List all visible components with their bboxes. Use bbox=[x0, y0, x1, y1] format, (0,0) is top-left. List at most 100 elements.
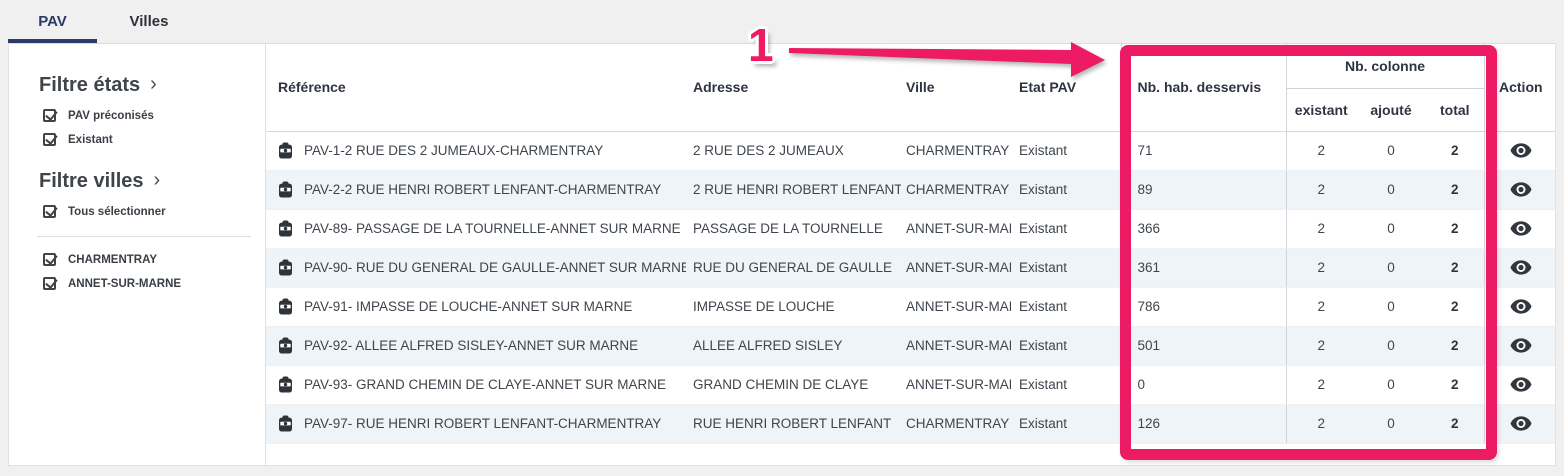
eye-icon[interactable] bbox=[1510, 221, 1532, 237]
nb-hab-desservis-cell: 0 bbox=[1120, 365, 1286, 405]
header-existant: existant bbox=[1285, 88, 1356, 131]
waste-container-icon bbox=[278, 415, 293, 432]
tab-pav[interactable]: PAV bbox=[38, 13, 67, 30]
nb-hab-desservis-cell: 89 bbox=[1120, 170, 1286, 210]
checkbox-pav-preconises[interactable]: PAV préconisés bbox=[43, 109, 251, 122]
nb-hab-desservis-cell: 786 bbox=[1120, 287, 1286, 327]
ville-cell: ANNET-SUR-MARNE bbox=[901, 287, 1011, 327]
eye-icon[interactable] bbox=[1510, 416, 1532, 432]
checkbox-checked-icon bbox=[43, 109, 56, 122]
colonne-total-cell: 2 bbox=[1426, 170, 1485, 210]
colonne-ajoute-cell: 0 bbox=[1356, 248, 1426, 288]
reference-cell: PAV-93- GRAND CHEMIN DE CLAYE-ANNET SUR … bbox=[304, 377, 667, 392]
tab-villes[interactable]: Villes bbox=[129, 13, 169, 30]
etat-pav-cell: Existant bbox=[1011, 248, 1121, 288]
table-row[interactable]: PAV-2-2 RUE HENRI ROBERT LENFANT-CHARMEN… bbox=[266, 170, 1555, 210]
colonne-existant-cell: 2 bbox=[1285, 287, 1356, 327]
colonne-existant-cell: 2 bbox=[1285, 248, 1356, 288]
reference-cell: PAV-92- ALLEE ALFRED SISLEY-ANNET SUR MA… bbox=[304, 338, 639, 353]
filter-villes-title-text: Filtre villes bbox=[39, 170, 144, 192]
table-row[interactable]: PAV-91- IMPASSE DE LOUCHE-ANNET SUR MARN… bbox=[266, 287, 1555, 327]
colonne-existant-cell: 2 bbox=[1285, 209, 1356, 249]
colonne-existant-cell: 2 bbox=[1285, 170, 1356, 210]
checkbox-label: Tous sélectionner bbox=[68, 205, 166, 218]
checkbox-checked-icon bbox=[43, 205, 56, 218]
filter-etats-title-text: Filtre états bbox=[39, 74, 141, 96]
adresse-cell: 2 RUE HENRI ROBERT LENFANT bbox=[686, 170, 901, 210]
checkbox-label: ANNET-SUR-MARNE bbox=[68, 277, 182, 290]
waste-container-icon bbox=[278, 220, 293, 237]
filter-etats-title[interactable]: Filtre états › bbox=[39, 73, 251, 97]
checkbox-label: CHARMENTRAY bbox=[68, 253, 158, 266]
etat-pav-cell: Existant bbox=[1011, 365, 1121, 405]
eye-icon[interactable] bbox=[1510, 260, 1532, 276]
ville-cell: ANNET-SUR-MARNE bbox=[901, 365, 1011, 405]
adresse-cell: GRAND CHEMIN DE CLAYE bbox=[686, 365, 901, 405]
etat-pav-cell: Existant bbox=[1011, 326, 1121, 366]
reference-cell: PAV-91- IMPASSE DE LOUCHE-ANNET SUR MARN… bbox=[304, 299, 633, 314]
checkbox-label: Existant bbox=[68, 133, 113, 146]
nb-hab-desservis-cell: 361 bbox=[1120, 248, 1286, 288]
nb-hab-desservis-cell: 366 bbox=[1120, 209, 1286, 249]
waste-container-icon bbox=[278, 376, 293, 393]
filter-villes-title[interactable]: Filtre villes › bbox=[39, 169, 251, 193]
table-row[interactable]: PAV-90- RUE DU GENERAL DE GAULLE-ANNET S… bbox=[266, 248, 1555, 288]
etat-pav-cell: Existant bbox=[1011, 170, 1121, 210]
checkbox-checked-icon bbox=[43, 133, 56, 146]
colonne-ajoute-cell: 0 bbox=[1356, 170, 1426, 210]
filters-sidebar: Filtre états › PAV préconisés Existant F… bbox=[9, 44, 266, 465]
adresse-cell: 2 RUE DES 2 JUMEAUX bbox=[686, 131, 901, 171]
colonne-ajoute-cell: 0 bbox=[1356, 365, 1426, 405]
header-etat-pav: Etat PAV bbox=[1011, 44, 1121, 131]
colonne-total-cell: 2 bbox=[1426, 404, 1485, 444]
eye-icon[interactable] bbox=[1510, 377, 1532, 393]
waste-container-icon bbox=[278, 259, 293, 276]
ville-cell: CHARMENTRAY bbox=[901, 404, 1011, 444]
nb-hab-desservis-cell: 501 bbox=[1120, 326, 1286, 366]
checkbox-charmentray[interactable]: CHARMENTRAY bbox=[43, 253, 251, 266]
checkbox-annet-sur-marne[interactable]: ANNET-SUR-MARNE bbox=[43, 277, 251, 290]
table-row[interactable]: PAV-89- PASSAGE DE LA TOURNELLE-ANNET SU… bbox=[266, 209, 1555, 249]
table-row[interactable]: PAV-92- ALLEE ALFRED SISLEY-ANNET SUR MA… bbox=[266, 326, 1555, 366]
reference-cell: PAV-89- PASSAGE DE LA TOURNELLE-ANNET SU… bbox=[304, 221, 681, 236]
header-nb-colonne: Nb. colonne bbox=[1285, 44, 1485, 89]
filter-etats-section: Filtre états › PAV préconisés Existant bbox=[39, 73, 251, 146]
etat-pav-cell: Existant bbox=[1011, 209, 1121, 249]
reference-cell: PAV-1-2 RUE DES 2 JUMEAUX-CHARMENTRAY bbox=[304, 143, 604, 158]
table-row[interactable]: PAV-1-2 RUE DES 2 JUMEAUX-CHARMENTRAY 2 … bbox=[266, 131, 1555, 171]
header-total: total bbox=[1426, 88, 1485, 131]
header-reference: Référence bbox=[266, 44, 686, 131]
nb-hab-desservis-cell: 126 bbox=[1120, 404, 1286, 444]
nb-hab-desservis-cell: 71 bbox=[1120, 131, 1286, 171]
checkbox-label: PAV préconisés bbox=[68, 109, 154, 122]
adresse-cell: IMPASSE DE LOUCHE bbox=[686, 287, 901, 327]
table-body: PAV-1-2 RUE DES 2 JUMEAUX-CHARMENTRAY 2 … bbox=[266, 131, 1555, 444]
ville-cell: ANNET-SUR-MARNE bbox=[901, 248, 1011, 288]
table-row[interactable]: PAV-97- RUE HENRI ROBERT LENFANT-CHARMEN… bbox=[266, 404, 1555, 444]
eye-icon[interactable] bbox=[1510, 338, 1532, 354]
ville-cell: ANNET-SUR-MARNE bbox=[901, 326, 1011, 366]
checkbox-existant[interactable]: Existant bbox=[43, 133, 251, 146]
eye-icon[interactable] bbox=[1510, 182, 1532, 198]
chevron-right-icon: › bbox=[150, 73, 157, 95]
colonne-total-cell: 2 bbox=[1426, 326, 1485, 366]
header-action: Action bbox=[1483, 44, 1555, 131]
header-adresse: Adresse bbox=[686, 44, 901, 131]
checkbox-tous-selectionner[interactable]: Tous sélectionner bbox=[43, 205, 251, 218]
header-ville: Ville bbox=[901, 44, 1011, 131]
ville-cell: CHARMENTRAY bbox=[901, 170, 1011, 210]
header-ajoute: ajouté bbox=[1356, 88, 1426, 131]
etat-pav-cell: Existant bbox=[1011, 287, 1121, 327]
colonne-total-cell: 2 bbox=[1426, 287, 1485, 327]
header-nb-hab-desservis: Nb. hab. desservis bbox=[1120, 44, 1286, 131]
ville-cell: CHARMENTRAY bbox=[901, 131, 1011, 171]
colonne-ajoute-cell: 0 bbox=[1356, 326, 1426, 366]
etat-pav-cell: Existant bbox=[1011, 131, 1121, 171]
sidebar-divider bbox=[37, 236, 251, 237]
chevron-right-icon: › bbox=[153, 169, 161, 191]
colonne-ajoute-cell: 0 bbox=[1356, 404, 1426, 444]
eye-icon[interactable] bbox=[1510, 143, 1532, 159]
eye-icon[interactable] bbox=[1510, 299, 1532, 315]
adresse-cell: ALLEE ALFRED SISLEY bbox=[686, 326, 901, 366]
table-row[interactable]: PAV-93- GRAND CHEMIN DE CLAYE-ANNET SUR … bbox=[266, 365, 1555, 405]
